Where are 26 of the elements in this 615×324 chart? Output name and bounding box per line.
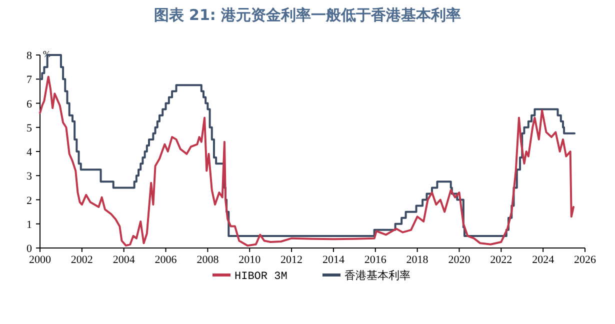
- x-tick-label: 2016: [364, 254, 387, 266]
- x-tick-label: 2014: [322, 254, 345, 266]
- legend-label: HIBOR 3M: [234, 271, 288, 283]
- y-tick-label: 8: [26, 50, 32, 62]
- chart-title: 图表 21: 港元资金利率一般低于香港基本利率: [154, 6, 462, 24]
- x-tick-label: 2004: [112, 254, 136, 266]
- x-tick-label: 2012: [280, 254, 303, 266]
- y-tick-label: 0: [26, 243, 32, 255]
- y-tick-label: 2: [26, 194, 32, 207]
- x-tick-label: 2006: [154, 254, 178, 266]
- y-tick-label: 1: [26, 218, 32, 231]
- y-tick-label: 6: [26, 98, 32, 110]
- x-tick-label: 2008: [196, 254, 220, 266]
- x-tick-label: 2026: [574, 254, 596, 266]
- x-tick-label: 2000: [29, 254, 52, 266]
- y-tick-label: 3: [26, 170, 32, 183]
- x-tick-label: 2020: [448, 254, 471, 266]
- legend-label: 香港基本利率: [344, 269, 410, 283]
- x-tick-label: 2002: [70, 254, 93, 266]
- y-tick-label: 5: [26, 122, 32, 134]
- y-tick-label: 7: [26, 74, 32, 86]
- x-tick-label: 2024: [532, 254, 555, 266]
- x-tick-label: 2022: [490, 254, 512, 266]
- y-tick-label: 4: [26, 146, 32, 158]
- x-tick-label: 2010: [238, 254, 262, 266]
- x-tick-label: 2018: [406, 254, 429, 266]
